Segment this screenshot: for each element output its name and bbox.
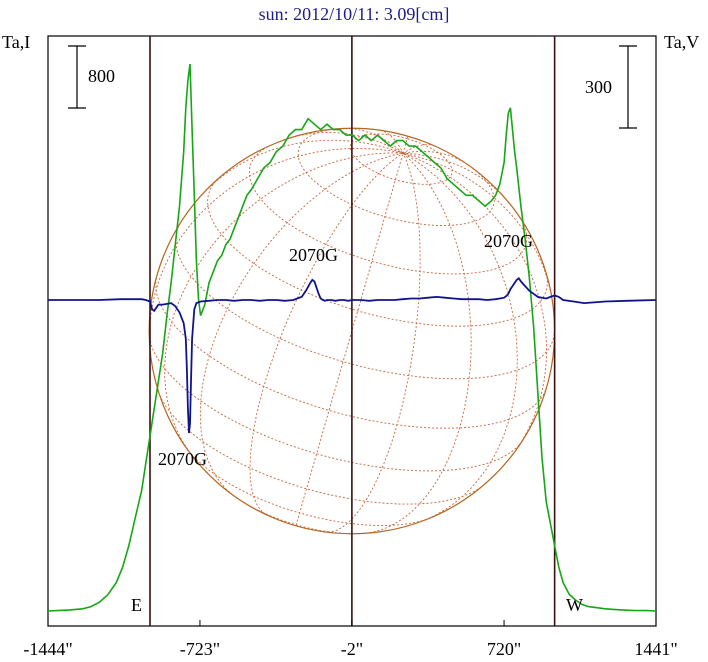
west-limb-label: W xyxy=(566,595,583,615)
left-axis-label: Ta,I xyxy=(2,32,30,52)
annotation-2070g-center: 2070G xyxy=(289,245,338,265)
right-scale-label: 300 xyxy=(585,77,612,97)
longitude-line xyxy=(365,152,472,534)
longitude-line xyxy=(327,152,421,533)
x-tick-label: -1444" xyxy=(23,639,72,659)
x-tick-label: -2" xyxy=(341,639,363,659)
longitude-line xyxy=(402,136,409,154)
series-line-intensity xyxy=(47,63,657,612)
x-tick-label: 1441" xyxy=(634,639,677,659)
longitude-line xyxy=(402,152,548,452)
right-scale-bar: 300 xyxy=(585,45,637,129)
right-axis-label: Ta,V xyxy=(664,32,699,52)
longitude-line xyxy=(403,152,508,201)
x-axis-ticks: -1444" -723" -2" 720" 1441" xyxy=(23,620,678,659)
longitude-line xyxy=(346,127,404,154)
longitude-line xyxy=(249,152,404,515)
solar-disk xyxy=(148,127,556,535)
longitude-line xyxy=(196,139,404,201)
longitude-line xyxy=(402,152,518,521)
latitude-line xyxy=(207,177,548,327)
longitude-line xyxy=(199,152,404,496)
latitude-line xyxy=(159,394,481,505)
longitude-line xyxy=(289,132,404,154)
left-scale-label: 800 xyxy=(88,66,115,86)
latitude-line xyxy=(350,133,453,185)
x-tick-label: 720" xyxy=(487,639,521,659)
annotation-2070g-east: 2070G xyxy=(158,449,207,469)
longitude-line xyxy=(164,152,404,454)
longitude-line xyxy=(295,152,404,526)
longitude-line xyxy=(402,152,554,303)
longitude-line xyxy=(149,147,404,347)
x-tick-label: -723" xyxy=(180,639,220,659)
solar-grid-lines xyxy=(149,127,556,535)
longitude-line xyxy=(402,144,435,154)
left-scale-bar: 800 xyxy=(68,45,115,109)
latitude-line xyxy=(248,144,528,275)
longitude-line xyxy=(380,129,404,154)
latitude-line xyxy=(175,222,556,380)
chart-title: sun: 2012/10/11: 3.09[cm] xyxy=(259,4,450,24)
longitude-line xyxy=(403,150,465,163)
latitude-line xyxy=(297,128,495,226)
vertical-lines xyxy=(149,36,556,626)
east-limb-label: E xyxy=(131,595,142,615)
latitude-line xyxy=(149,337,521,472)
annotation-2070g-west: 2070G xyxy=(484,231,533,251)
series-line-polarization xyxy=(48,277,657,434)
